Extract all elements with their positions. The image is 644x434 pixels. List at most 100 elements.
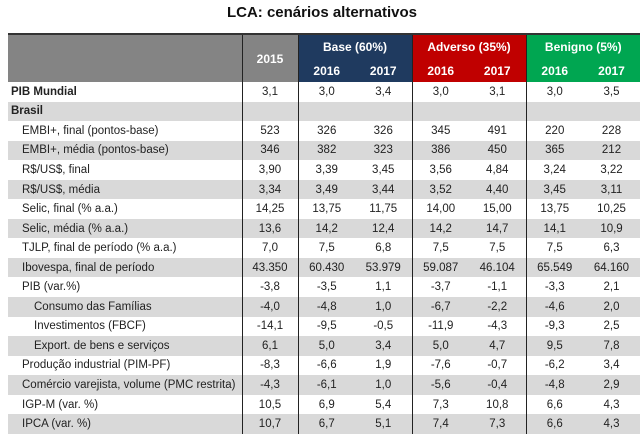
cell-value: 13,75 <box>525 199 583 219</box>
cell-value: 7,5 <box>489 242 506 255</box>
cell-value: 7,5 <box>411 238 469 258</box>
row-label: Ibovespa, final de período <box>8 257 242 278</box>
cell-value: 3,11 <box>583 179 641 200</box>
cell-value: 1,9 <box>375 359 392 372</box>
cell-value: 326 <box>373 124 393 137</box>
row-label: IGP-M (var. %) <box>22 398 99 411</box>
cell-value: 3,4 <box>603 359 620 372</box>
cell-value: 6,7 <box>297 414 355 434</box>
cell-value: 14,00 <box>411 199 469 219</box>
table-row: Brasil <box>8 101 641 122</box>
cell-value: 4,3 <box>603 398 620 411</box>
cell-value: 3,90 <box>241 160 298 180</box>
cell-value: -8,3 <box>241 355 298 376</box>
cell-value: -0,4 <box>469 375 526 395</box>
cell-value: -6,2 <box>525 355 583 376</box>
cell-value: 5,4 <box>375 398 392 411</box>
cell-value <box>469 101 526 122</box>
cell-value: 14,25 <box>241 199 298 219</box>
cell-value: 9,5 <box>525 336 583 356</box>
cell-value: -4,8 <box>525 375 583 395</box>
cell-value: -11,9 <box>411 316 469 337</box>
cell-value: 1,1 <box>375 281 392 294</box>
cell-value: 5,0 <box>297 336 355 356</box>
row-label: Selic, média (% a.a.) <box>8 218 242 239</box>
table-row: IPCA (var. %) 10,7 6,7 5,1 7,4 7,3 6,6 4,3 <box>8 414 641 434</box>
table-row: Selic, final (% a.a.) 14,25 13,75 11,75 14,0… <box>8 199 640 219</box>
header-2015: 2015 <box>241 34 298 82</box>
cell-value: 345 <box>411 121 469 141</box>
row-label: Selic, final (% a.a.) <box>22 203 118 216</box>
cell-value: 65.549 <box>525 257 583 278</box>
cell-value: 14,7 <box>469 218 526 239</box>
cell-value: 46.104 <box>469 257 526 278</box>
cell-value: 64.160 <box>583 257 641 278</box>
row-label: Comércio varejista, volume (PMC restrita… <box>8 375 242 395</box>
cell-value: 7,4 <box>411 414 469 434</box>
cell-value: -5,6 <box>411 375 469 395</box>
cell-value: -4,3 <box>487 320 508 333</box>
header-adverso: Adverso (35%) <box>411 34 526 59</box>
cell-value: 6,8 <box>375 242 392 255</box>
cell-value: 3,24 <box>525 160 583 180</box>
cell-value: 4,7 <box>469 336 526 356</box>
header-adverso-2016: 2016 <box>411 59 469 82</box>
cell-value <box>297 101 355 122</box>
header-base: Base (60%) <box>297 34 412 59</box>
cell-value: 7,3 <box>411 394 469 415</box>
cell-value: -9,5 <box>297 316 355 337</box>
row-label: Produção industrial (PIM-PF) <box>22 359 171 372</box>
cell-value: 220 <box>525 121 583 141</box>
cell-value: 6,3 <box>603 242 620 255</box>
table-row: R$/US$, média 3,34 3,49 3,44 3,52 4,40 3,45 3,1… <box>8 179 641 200</box>
cell-value <box>355 101 412 122</box>
cell-value: -14,1 <box>241 316 298 337</box>
cell-value: 4,84 <box>486 163 509 176</box>
cell-value: 3,39 <box>297 160 355 180</box>
table-row: PIB Mundial 3,1 3,0 3,4 3,0 3,1 3,0 3,5 <box>8 82 640 102</box>
cell-value: -4,8 <box>297 297 355 317</box>
cell-value: 12,4 <box>355 218 412 239</box>
cell-value: 53.979 <box>355 257 412 278</box>
cell-value: 2,5 <box>603 320 620 333</box>
table-row: TJLP, final de período (% a.a.) 7,0 7,5 6,8… <box>8 238 640 258</box>
cell-value: 228 <box>601 124 622 137</box>
cell-value: 59.087 <box>411 257 469 278</box>
cell-value: 7,5 <box>525 238 583 258</box>
cell-value: 10,7 <box>241 414 298 434</box>
cell-value: -4,6 <box>525 297 583 317</box>
row-label: Brasil <box>8 101 242 122</box>
row-label: R$/US$, média <box>8 179 242 200</box>
cell-value <box>583 101 641 122</box>
table-row: Investimentos (FBCF) -14,1 -9,5 -0,5 -11,9 -4… <box>8 316 640 337</box>
cell-value: 2,1 <box>603 281 620 294</box>
cell-value: 3,0 <box>411 82 469 102</box>
cell-value: 491 <box>487 124 507 137</box>
cell-value: 13,75 <box>297 199 355 219</box>
cell-value: -3,3 <box>525 277 583 298</box>
cell-value: -4,3 <box>241 375 298 395</box>
cell-value: 3,5 <box>603 85 620 98</box>
cell-value: 7,3 <box>469 414 526 434</box>
cell-value: -1,1 <box>487 281 508 294</box>
cell-value: 6,9 <box>297 394 355 415</box>
cell-value: 346 <box>241 140 298 161</box>
row-label: EMBI+, final (pontos-base) <box>22 124 159 137</box>
table-row: EMBI+, final (pontos-base) 523 326 326 345 49… <box>8 121 640 141</box>
cell-value: 3,4 <box>355 336 412 356</box>
cell-value: -6,1 <box>297 375 355 395</box>
cell-value: 60.430 <box>297 257 355 278</box>
cell-value: 3,0 <box>297 82 355 102</box>
cell-value: 10,25 <box>597 203 626 216</box>
header-benigno: Benigno (5%) <box>525 34 641 59</box>
cell-value: 3,0 <box>525 82 583 102</box>
cell-value: 1,0 <box>355 297 412 317</box>
cell-value: -3,7 <box>411 277 469 298</box>
cell-value: 326 <box>297 121 355 141</box>
row-label: Investimentos (FBCF) <box>34 320 146 333</box>
cell-value: 3,34 <box>241 179 298 200</box>
cell-value: 3,4 <box>375 85 392 98</box>
cell-value: 3,49 <box>297 179 355 200</box>
cell-value: 11,75 <box>369 203 398 216</box>
cell-value: 3,45 <box>525 179 583 200</box>
